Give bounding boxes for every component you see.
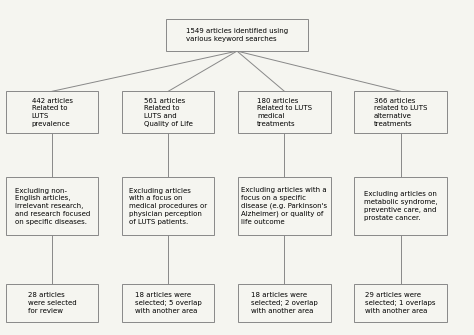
Text: Excluding articles on
metabolic syndrome,
preventive care, and
prostate cancer.: Excluding articles on metabolic syndrome… xyxy=(364,191,438,221)
Text: 18 articles were
selected; 5 overlap
with another area: 18 articles were selected; 5 overlap wit… xyxy=(135,292,201,314)
FancyBboxPatch shape xyxy=(122,284,214,322)
FancyBboxPatch shape xyxy=(238,91,331,133)
Text: 29 articles were
selected; 1 overlaps
with another area: 29 articles were selected; 1 overlaps wi… xyxy=(365,292,436,314)
Text: 561 articles
Related to
LUTS and
Quality of Life: 561 articles Related to LUTS and Quality… xyxy=(144,97,193,127)
FancyBboxPatch shape xyxy=(6,91,99,133)
FancyBboxPatch shape xyxy=(6,177,99,235)
Text: Excluding articles
with a focus on
medical procedures or
physician perception
of: Excluding articles with a focus on medic… xyxy=(129,188,207,224)
FancyBboxPatch shape xyxy=(122,177,214,235)
FancyBboxPatch shape xyxy=(6,284,99,322)
Text: Excluding non-
English articles,
irrelevant research,
and research focused
on sp: Excluding non- English articles, irrelev… xyxy=(15,188,90,224)
Text: Excluding articles with a
focus on a specific
disease (e.g. Parkinson's
Alzheime: Excluding articles with a focus on a spe… xyxy=(241,187,328,225)
FancyBboxPatch shape xyxy=(238,284,331,322)
Text: 366 articles
related to LUTS
alternative
treatments: 366 articles related to LUTS alternative… xyxy=(374,97,427,127)
Text: 180 articles
Related to LUTS
medical
treatments: 180 articles Related to LUTS medical tre… xyxy=(257,97,312,127)
FancyBboxPatch shape xyxy=(354,91,447,133)
FancyBboxPatch shape xyxy=(166,19,308,51)
FancyBboxPatch shape xyxy=(238,177,331,235)
Text: 28 articles
were selected
for review: 28 articles were selected for review xyxy=(28,292,76,314)
FancyBboxPatch shape xyxy=(122,91,214,133)
Text: 442 articles
Related to
LUTS
prevalence: 442 articles Related to LUTS prevalence xyxy=(32,97,73,127)
Text: 1549 articles identified using
various keyword searches: 1549 articles identified using various k… xyxy=(186,28,288,42)
FancyBboxPatch shape xyxy=(354,177,447,235)
FancyBboxPatch shape xyxy=(354,284,447,322)
Text: 18 articles were
selected; 2 overlap
with another area: 18 articles were selected; 2 overlap wit… xyxy=(251,292,318,314)
